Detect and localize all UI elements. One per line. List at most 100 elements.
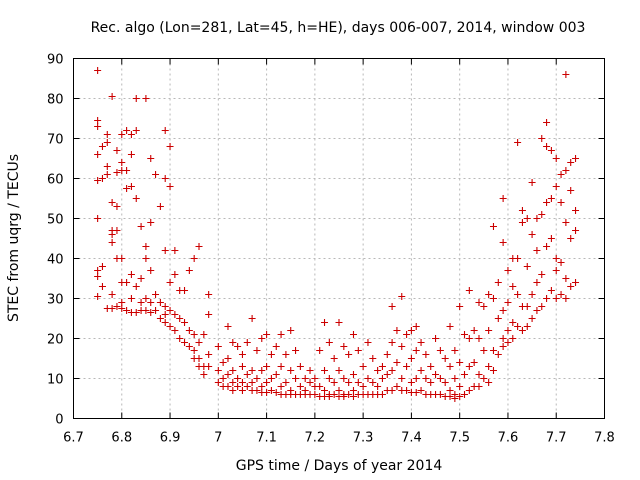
data-point — [562, 275, 570, 282]
data-point — [98, 175, 106, 182]
data-point — [572, 207, 580, 214]
data-point — [349, 331, 357, 338]
data-point — [287, 327, 295, 334]
data-point — [229, 387, 237, 394]
data-point — [176, 315, 184, 322]
data-point — [108, 305, 116, 312]
data-point — [528, 315, 536, 322]
data-point — [253, 387, 261, 394]
data-point — [161, 247, 169, 254]
data-point — [514, 139, 522, 146]
data-point — [219, 375, 227, 382]
data-point — [127, 271, 135, 278]
data-point — [422, 375, 430, 382]
data-point — [127, 295, 135, 302]
data-point — [161, 311, 169, 318]
data-point — [94, 293, 102, 300]
data-point — [137, 275, 145, 282]
data-point — [407, 379, 415, 386]
data-point — [185, 343, 193, 350]
data-point — [325, 339, 333, 346]
data-point — [412, 347, 420, 354]
data-point — [127, 151, 135, 158]
data-point — [118, 299, 126, 306]
x-tick-label: 7.3 — [353, 431, 374, 446]
data-point — [441, 355, 449, 362]
data-point — [378, 391, 386, 398]
data-point — [321, 319, 329, 326]
data-point — [123, 307, 131, 314]
data-point — [465, 335, 473, 342]
data-point — [330, 379, 338, 386]
data-point — [147, 299, 155, 306]
data-point — [562, 167, 570, 174]
data-point — [533, 279, 541, 286]
data-point — [152, 291, 160, 298]
data-point — [330, 391, 338, 398]
data-point — [538, 303, 546, 310]
data-point — [572, 227, 580, 234]
data-point — [485, 379, 493, 386]
data-point — [277, 363, 285, 370]
data-point — [205, 363, 213, 370]
data-point — [552, 183, 560, 190]
data-point — [282, 351, 290, 358]
data-point — [166, 143, 174, 150]
data-point — [185, 327, 193, 334]
data-point — [354, 379, 362, 386]
data-point — [152, 307, 160, 314]
data-point — [325, 393, 333, 400]
data-point — [137, 299, 145, 306]
data-point — [132, 283, 140, 290]
data-point — [123, 185, 131, 192]
data-point — [489, 367, 497, 374]
data-point — [504, 299, 512, 306]
data-point — [263, 379, 271, 386]
data-point — [567, 187, 575, 194]
data-point — [123, 127, 131, 134]
data-point — [533, 247, 541, 254]
data-point — [171, 271, 179, 278]
data-point — [489, 347, 497, 354]
data-point — [547, 235, 555, 242]
data-point — [224, 355, 232, 362]
data-point — [475, 299, 483, 306]
data-point — [461, 391, 469, 398]
data-point — [528, 291, 536, 298]
data-point — [113, 227, 121, 234]
data-point — [147, 155, 155, 162]
data-point — [499, 195, 507, 202]
data-point — [94, 267, 102, 274]
data-point — [340, 375, 348, 382]
data-point — [103, 171, 111, 178]
data-point — [325, 375, 333, 382]
data-point — [547, 287, 555, 294]
data-point — [147, 219, 155, 226]
data-point — [494, 279, 502, 286]
data-point — [533, 307, 541, 314]
data-point — [383, 371, 391, 378]
data-point — [340, 393, 348, 400]
data-point — [127, 183, 135, 190]
data-point — [543, 243, 551, 250]
data-point — [359, 383, 367, 390]
y-tick-label: 70 — [47, 133, 64, 148]
data-point — [403, 387, 411, 394]
data-point — [417, 387, 425, 394]
data-point — [253, 375, 261, 382]
data-point — [311, 375, 319, 382]
data-point — [238, 379, 246, 386]
data-point — [480, 347, 488, 354]
data-point — [378, 375, 386, 382]
data-point — [538, 135, 546, 142]
data-point — [562, 71, 570, 78]
data-point — [543, 295, 551, 302]
x-tick-label: 7.5 — [449, 431, 470, 446]
data-point — [436, 391, 444, 398]
data-point — [229, 367, 237, 374]
data-point — [166, 323, 174, 330]
data-point — [161, 319, 169, 326]
data-point — [321, 367, 329, 374]
data-point — [118, 305, 126, 312]
